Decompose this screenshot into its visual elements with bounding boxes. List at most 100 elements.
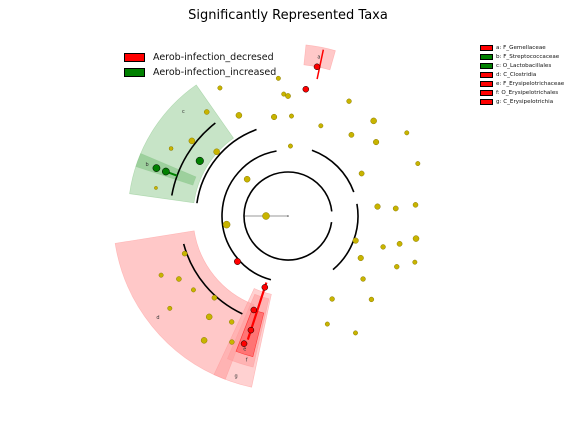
legend-swatch-decreased — [124, 53, 145, 62]
taxa-key-item: f: O_Erysipelotrichales — [480, 90, 558, 96]
leaf-node — [346, 98, 352, 104]
taxa-key-swatch — [480, 99, 493, 105]
taxa-key-item: e: F_Erysipelotrichaceae — [480, 81, 564, 87]
leaf-node — [190, 287, 196, 293]
phylum-arc-2 — [221, 150, 277, 281]
leaf-node — [394, 264, 400, 270]
page-title: Significantly Represented Taxa — [188, 8, 388, 23]
node-erysipelotrichales — [250, 306, 258, 314]
taxa-key-swatch — [480, 90, 493, 96]
leaf-node — [357, 254, 364, 262]
phylum-arc-3 — [332, 203, 359, 271]
node-gemella — [302, 85, 310, 93]
leaf-node — [374, 203, 381, 210]
leaf-node — [229, 319, 235, 325]
node-class-a — [243, 175, 251, 183]
leaf-node — [281, 91, 287, 97]
leaf-node — [181, 250, 188, 257]
leaf-node — [353, 330, 358, 336]
leaf-node — [211, 294, 218, 301]
clade-sector-gemellaceae — [303, 44, 336, 71]
leaf-node — [285, 93, 291, 99]
clade-label-c: c — [182, 109, 185, 115]
taxa-key-label: c: O_Lactobacillales — [496, 63, 552, 69]
taxa-key-label: d: C_Clostridia — [496, 72, 537, 78]
node-clostridia — [234, 258, 241, 265]
leaf-node — [358, 170, 365, 177]
taxa-key-label: a: F_Gemellaceae — [496, 45, 546, 51]
legend-label-decreased: Aerob-infection_decresed — [153, 52, 274, 63]
leaf-node — [370, 117, 377, 125]
leaf-node — [412, 259, 418, 265]
class-arc-bacilli — [196, 128, 257, 204]
clade-sector-lactobacillales — [129, 84, 234, 204]
node-streptococcus — [152, 164, 161, 172]
clade-label-g: g — [234, 373, 237, 379]
node-lactobacillales — [195, 156, 204, 165]
leaf-node — [380, 244, 386, 250]
clade-label-e: e — [243, 347, 246, 353]
leaf-node — [154, 186, 158, 190]
legend-label-increased: Aerob-infection_increased — [153, 67, 277, 78]
leaf-node — [229, 339, 235, 345]
leaf-node — [235, 112, 243, 119]
leaf-node — [324, 321, 330, 327]
leaf-node — [158, 272, 164, 278]
legend-swatch-increased — [124, 68, 145, 77]
leaf-node — [188, 137, 196, 145]
node-erysipelotrichaceae — [247, 326, 255, 334]
leaf-node — [176, 276, 182, 282]
leaf-node — [318, 123, 324, 129]
node-firmicutes — [222, 220, 231, 229]
taxa-key-swatch — [480, 72, 493, 78]
leaf-node — [348, 131, 355, 138]
clade-label-a: a — [317, 54, 320, 60]
leaf-node — [167, 305, 173, 311]
taxa-key-swatch — [480, 63, 493, 69]
legend-item-decreased: Aerob-infection_decresed — [124, 52, 274, 63]
taxa-key-label: f: O_Erysipelotrichales — [496, 90, 559, 96]
leaf-node — [205, 313, 213, 321]
taxa-key-label: b: F_Streptococcaceae — [496, 54, 560, 60]
leaf-node — [289, 113, 294, 119]
leaf-node — [404, 130, 410, 136]
taxa-key-item: a: F_Gemellaceae — [480, 45, 546, 51]
taxa-key-item: d: C_Clostridia — [480, 72, 536, 78]
node-phylum — [262, 212, 270, 220]
leaf-node — [412, 202, 419, 208]
leaf-node — [392, 205, 399, 212]
leaf-node — [352, 237, 359, 244]
taxa-key-item: g: C_Erysipelotrichia — [480, 99, 553, 105]
leaf-node — [329, 296, 335, 302]
leaf-node — [412, 235, 420, 242]
clade-label-b: b — [145, 162, 148, 168]
node-gemellaceae — [313, 63, 321, 71]
leaf-node — [360, 276, 366, 282]
taxa-key-label: e: F_Erysipelotrichaceae — [496, 81, 565, 87]
phylum-arc-4 — [311, 149, 355, 193]
node-erysipelotrichaceae-genus — [240, 340, 248, 347]
leaf-node — [200, 337, 208, 344]
leaf-node — [203, 109, 210, 115]
leaf-node — [275, 75, 281, 81]
legend-item-increased: Aerob-infection_increased — [124, 67, 276, 78]
leaf-node — [415, 161, 421, 167]
taxa-key-item: b: F_Streptococcaceae — [480, 54, 559, 60]
leaf-node — [168, 146, 174, 151]
leaf-node — [287, 143, 293, 149]
order-arc — [171, 122, 216, 196]
leaf-node — [217, 85, 223, 91]
clade-label-f: f — [246, 358, 248, 364]
leaf-node — [373, 139, 380, 146]
taxa-key-swatch — [480, 81, 493, 87]
leaf-node — [368, 296, 375, 303]
leaf-node — [396, 240, 403, 247]
branch-gemellaceae — [316, 49, 325, 80]
leaf-node — [213, 148, 220, 156]
node-streptococcaceae — [161, 167, 170, 176]
phylum-arc-1 — [243, 171, 333, 261]
taxa-key-item: c: O_Lactobacillales — [480, 63, 551, 69]
taxa-key-swatch — [480, 54, 493, 60]
